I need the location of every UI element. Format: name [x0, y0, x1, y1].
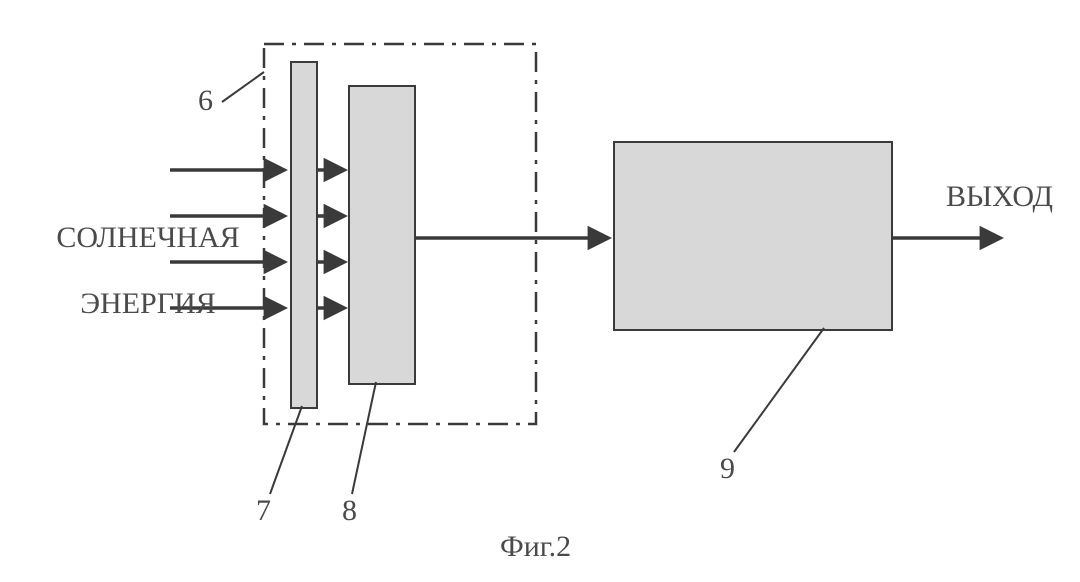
input-label-line2: ЭНЕРГИЯ: [80, 287, 216, 320]
block-9: [614, 142, 892, 330]
diagram-stage: СОЛНЕЧНАЯ ЭНЕРГИЯ ВЫХОД Фиг.2 6 7 8 9: [0, 0, 1080, 577]
ref-number-6: 6: [198, 84, 213, 117]
block-7: [291, 62, 317, 408]
leader-6: [222, 72, 264, 102]
ref-number-9: 9: [720, 452, 735, 485]
figure-caption: Фиг.2: [500, 530, 571, 563]
ref-number-7: 7: [256, 494, 271, 527]
output-label: ВЫХОД: [946, 180, 1053, 213]
input-label-line1: СОЛНЕЧНАЯ: [56, 221, 239, 254]
block-8: [349, 86, 415, 384]
leader-9: [734, 328, 824, 452]
leader-8: [352, 382, 376, 494]
input-label: СОЛНЕЧНАЯ ЭНЕРГИЯ: [8, 188, 258, 353]
leader-7: [270, 406, 302, 494]
ref-number-8: 8: [342, 494, 357, 527]
